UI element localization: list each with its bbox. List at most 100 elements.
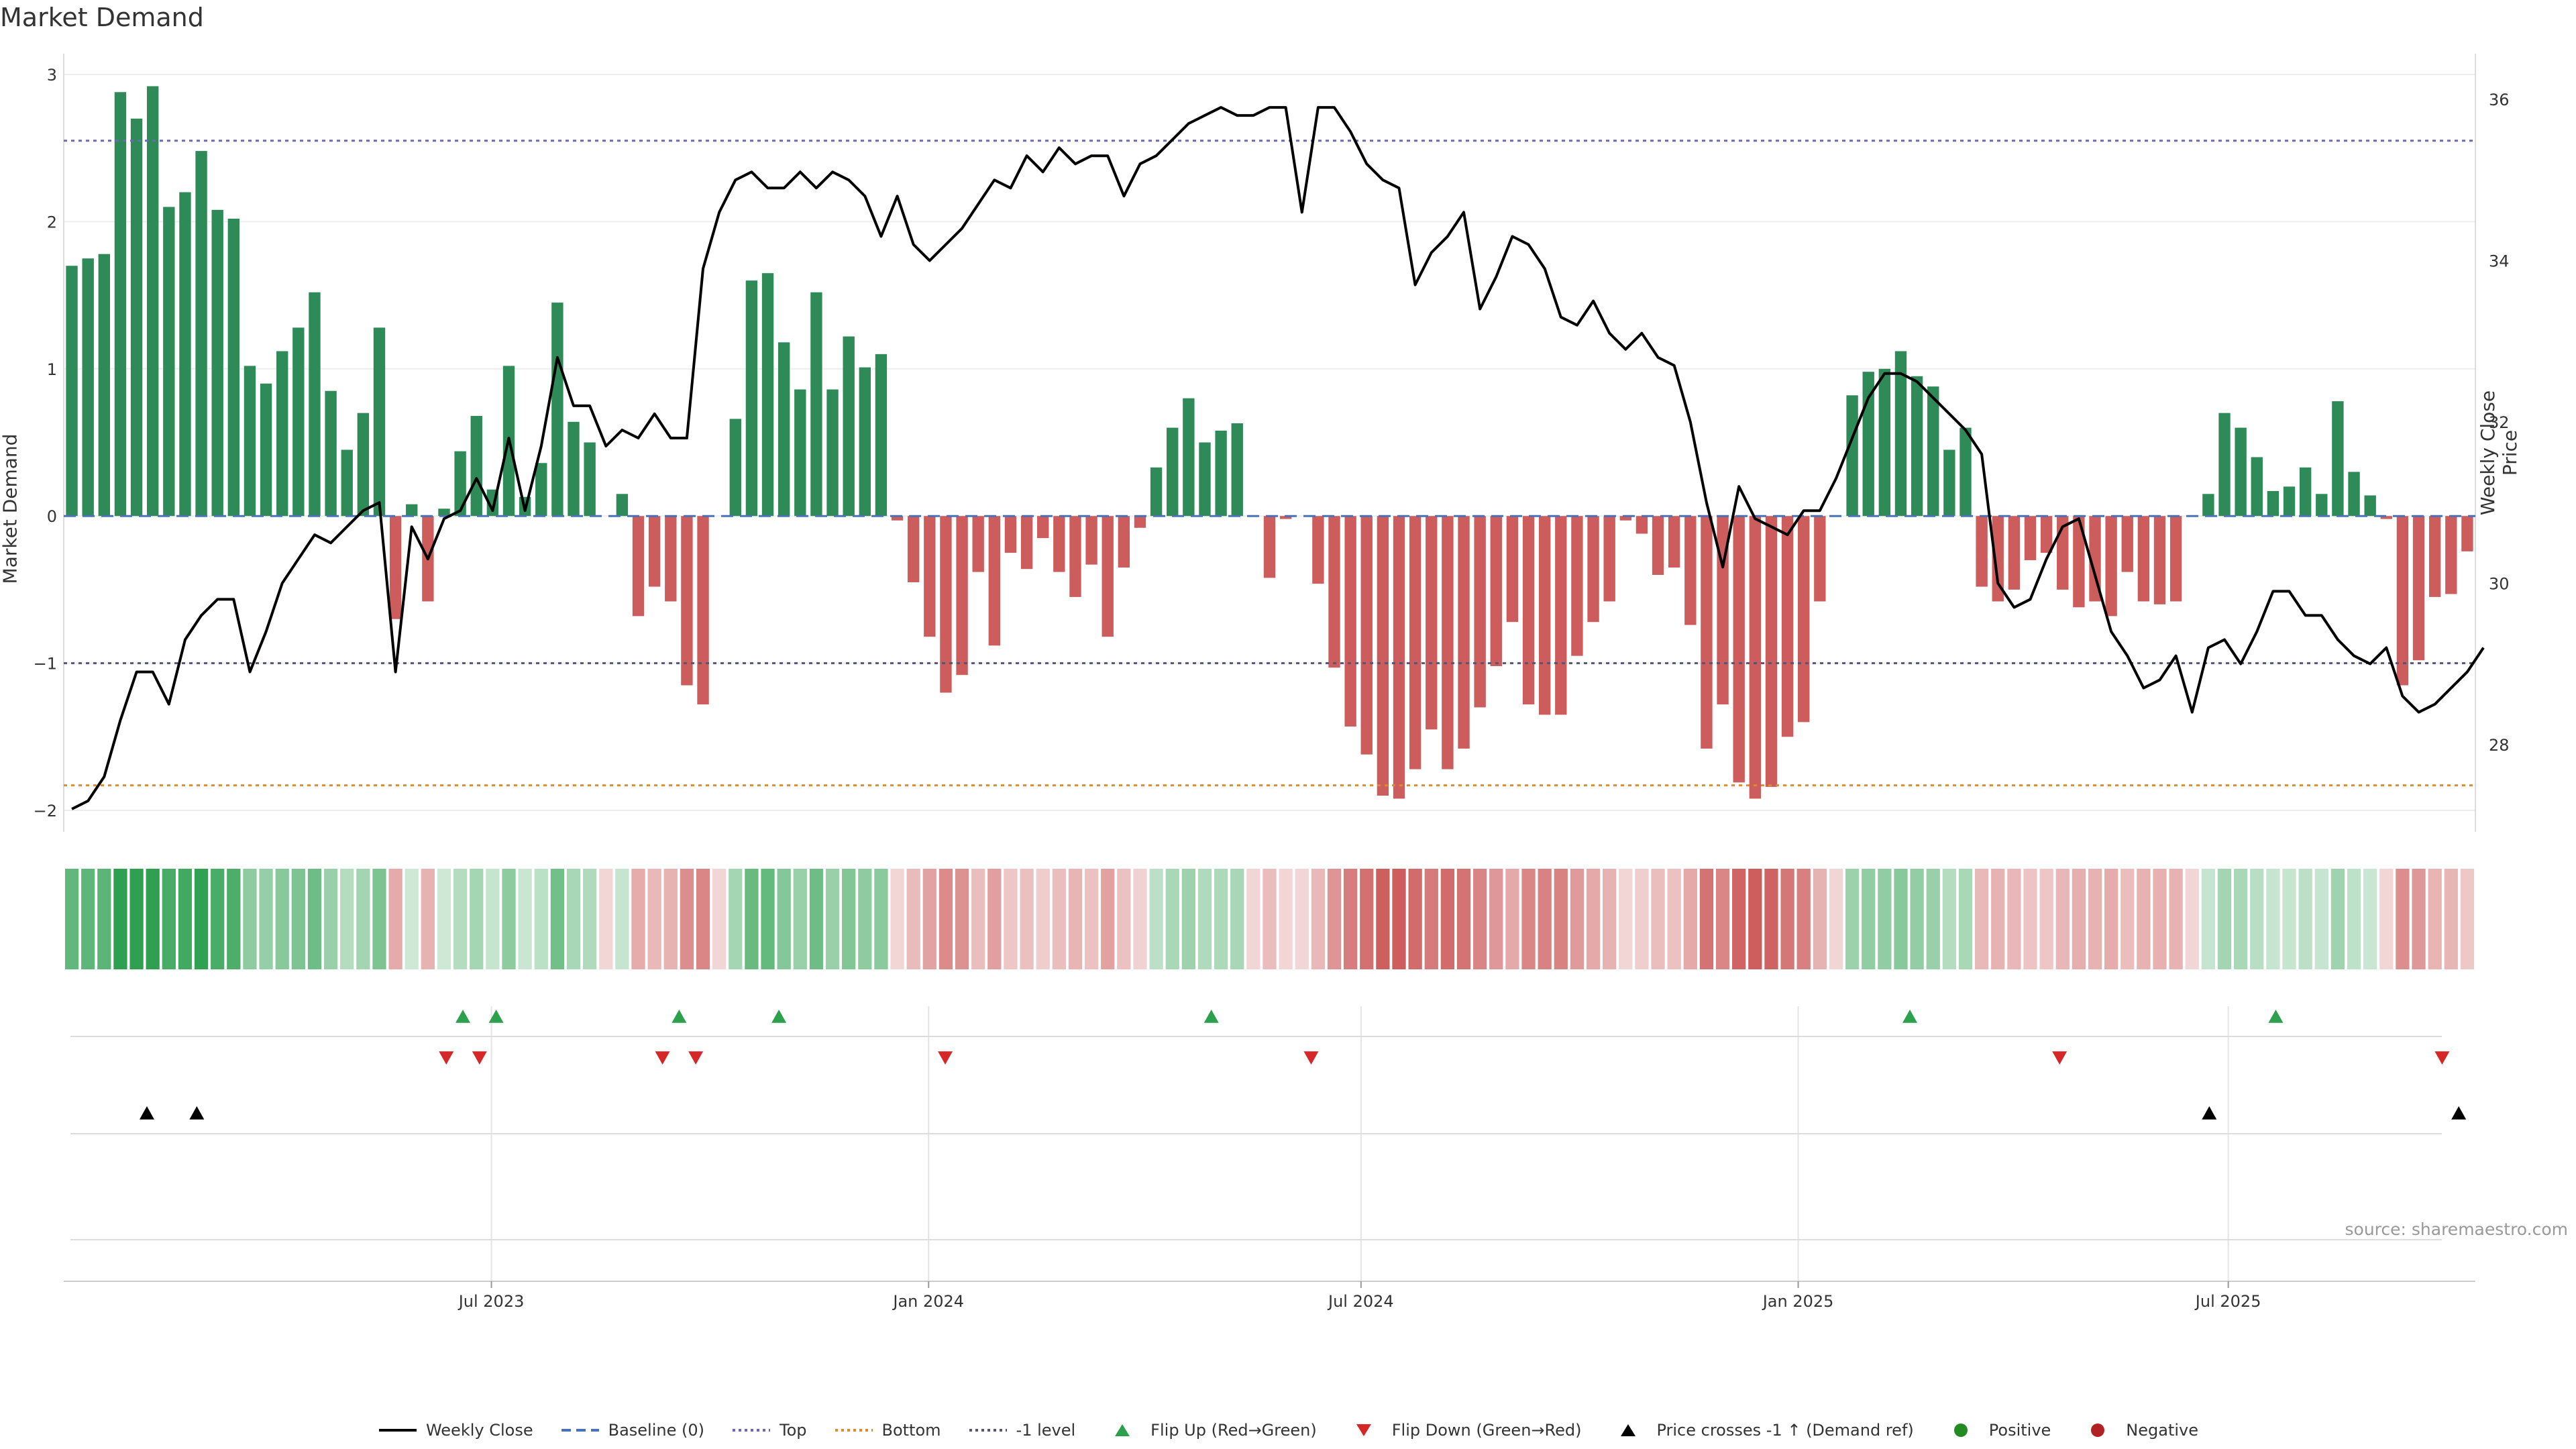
heat-cell bbox=[2379, 869, 2394, 969]
positive-bar bbox=[2332, 401, 2344, 517]
legend-symbol-icon bbox=[561, 1429, 599, 1432]
negative-bar bbox=[1409, 516, 1421, 769]
negative-bar bbox=[1053, 516, 1065, 572]
negative-bar bbox=[2137, 516, 2150, 602]
positive-bar bbox=[1150, 467, 1163, 517]
heat-cell bbox=[2185, 869, 2199, 969]
heat-cell bbox=[259, 869, 273, 969]
negative-bar bbox=[1118, 516, 1130, 568]
heat-cell bbox=[1424, 869, 1438, 969]
negative-bar bbox=[1004, 516, 1017, 553]
heat-cell bbox=[938, 869, 953, 969]
negative-bar bbox=[1635, 516, 1648, 534]
price-cross-marker bbox=[2451, 1106, 2467, 1120]
positive-bar bbox=[859, 367, 871, 517]
heat-cell bbox=[2201, 869, 2216, 969]
heat-cell bbox=[745, 869, 759, 969]
negative-bar bbox=[972, 516, 984, 572]
heat-cell bbox=[1635, 869, 1649, 969]
heat-cell bbox=[1796, 869, 1811, 969]
flip-down-marker bbox=[1303, 1051, 1319, 1065]
positive-bar bbox=[729, 419, 741, 517]
negative-bar bbox=[1798, 516, 1810, 722]
right-tick-label: 36 bbox=[2489, 91, 2510, 109]
right-tick-label: 34 bbox=[2489, 252, 2510, 271]
negative-bar bbox=[1377, 516, 1389, 796]
legend-label: Flip Up (Red→Green) bbox=[1150, 1421, 1317, 1440]
negative-bar bbox=[1781, 516, 1794, 737]
heat-cell bbox=[1974, 869, 1989, 969]
flip-down-marker bbox=[655, 1051, 670, 1065]
heat-cell bbox=[2072, 869, 2086, 969]
heat-cell bbox=[1149, 869, 1163, 969]
heat-cell bbox=[1570, 869, 1585, 969]
heat-cell bbox=[372, 869, 386, 969]
positive-bar bbox=[1911, 376, 1923, 517]
heat-cell bbox=[1715, 869, 1730, 969]
flip-up-marker bbox=[488, 1010, 504, 1023]
negative-bar bbox=[2008, 516, 2021, 590]
positive-bar bbox=[584, 442, 596, 517]
heat-cell bbox=[162, 869, 176, 969]
heat-cell bbox=[1894, 869, 1908, 969]
heat-cell bbox=[777, 869, 791, 969]
heat-cell bbox=[1554, 869, 1568, 969]
positive-bar bbox=[1894, 351, 1907, 517]
heat-cell bbox=[486, 869, 500, 969]
negative-bar bbox=[632, 516, 645, 616]
heat-cell bbox=[1780, 869, 1794, 969]
heat-cell bbox=[1004, 869, 1018, 969]
legend-label: Top bbox=[780, 1421, 807, 1440]
heat-cell bbox=[680, 869, 694, 969]
heat-cell bbox=[1327, 869, 1342, 969]
heat-cell bbox=[2121, 869, 2135, 969]
heat-cell bbox=[2153, 869, 2167, 969]
heat-cell bbox=[1360, 869, 1374, 969]
heat-cell bbox=[696, 869, 710, 969]
positive-bar bbox=[292, 327, 305, 517]
heat-cell bbox=[583, 869, 597, 969]
negative-bar bbox=[1328, 516, 1340, 668]
heat-cell bbox=[663, 869, 678, 969]
negative-bar bbox=[1506, 516, 1519, 623]
legend-label: Baseline (0) bbox=[608, 1421, 704, 1440]
legend-symbol-icon bbox=[835, 1429, 873, 1432]
heat-cell bbox=[1764, 869, 1778, 969]
positive-bar bbox=[1199, 442, 1211, 517]
negative-bar bbox=[1749, 516, 1762, 799]
heat-cell bbox=[1020, 869, 1034, 969]
positive-bar bbox=[179, 192, 191, 517]
heat-cell bbox=[405, 869, 419, 969]
negative-bar bbox=[1538, 516, 1551, 715]
heat-cell bbox=[1376, 869, 1390, 969]
right-tick-label: 32 bbox=[2489, 413, 2510, 432]
heat-cell bbox=[1068, 869, 1083, 969]
heat-cell bbox=[2104, 869, 2118, 969]
legend-symbol-icon bbox=[1356, 1424, 1371, 1436]
heat-cell bbox=[227, 869, 241, 969]
negative-bar bbox=[665, 516, 677, 602]
positive-bar bbox=[130, 118, 143, 517]
heat-cell bbox=[2169, 869, 2183, 969]
heat-cell bbox=[243, 869, 257, 969]
legend-label: Flip Down (Green→Red) bbox=[1391, 1421, 1582, 1440]
negative-bar bbox=[1717, 516, 1729, 705]
negative-bar bbox=[1085, 516, 1097, 565]
heat-cell bbox=[211, 869, 225, 969]
legend-item: Weekly Close bbox=[378, 1421, 533, 1440]
heat-cell bbox=[1181, 869, 1195, 969]
heat-cell bbox=[2234, 869, 2248, 969]
heat-cell bbox=[453, 869, 468, 969]
negative-bar bbox=[681, 516, 693, 686]
legend-label: Negative bbox=[2126, 1421, 2199, 1440]
heat-cell bbox=[987, 869, 1002, 969]
heat-cell bbox=[922, 869, 936, 969]
heat-cell bbox=[1505, 869, 1519, 969]
negative-bar bbox=[2024, 516, 2037, 561]
legend-item: Top bbox=[731, 1421, 807, 1440]
heat-cell bbox=[1942, 869, 1956, 969]
negative-bar bbox=[940, 516, 952, 693]
heat-cell bbox=[1344, 869, 1358, 969]
heat-cell bbox=[1440, 869, 1455, 969]
heat-cell bbox=[874, 869, 888, 969]
